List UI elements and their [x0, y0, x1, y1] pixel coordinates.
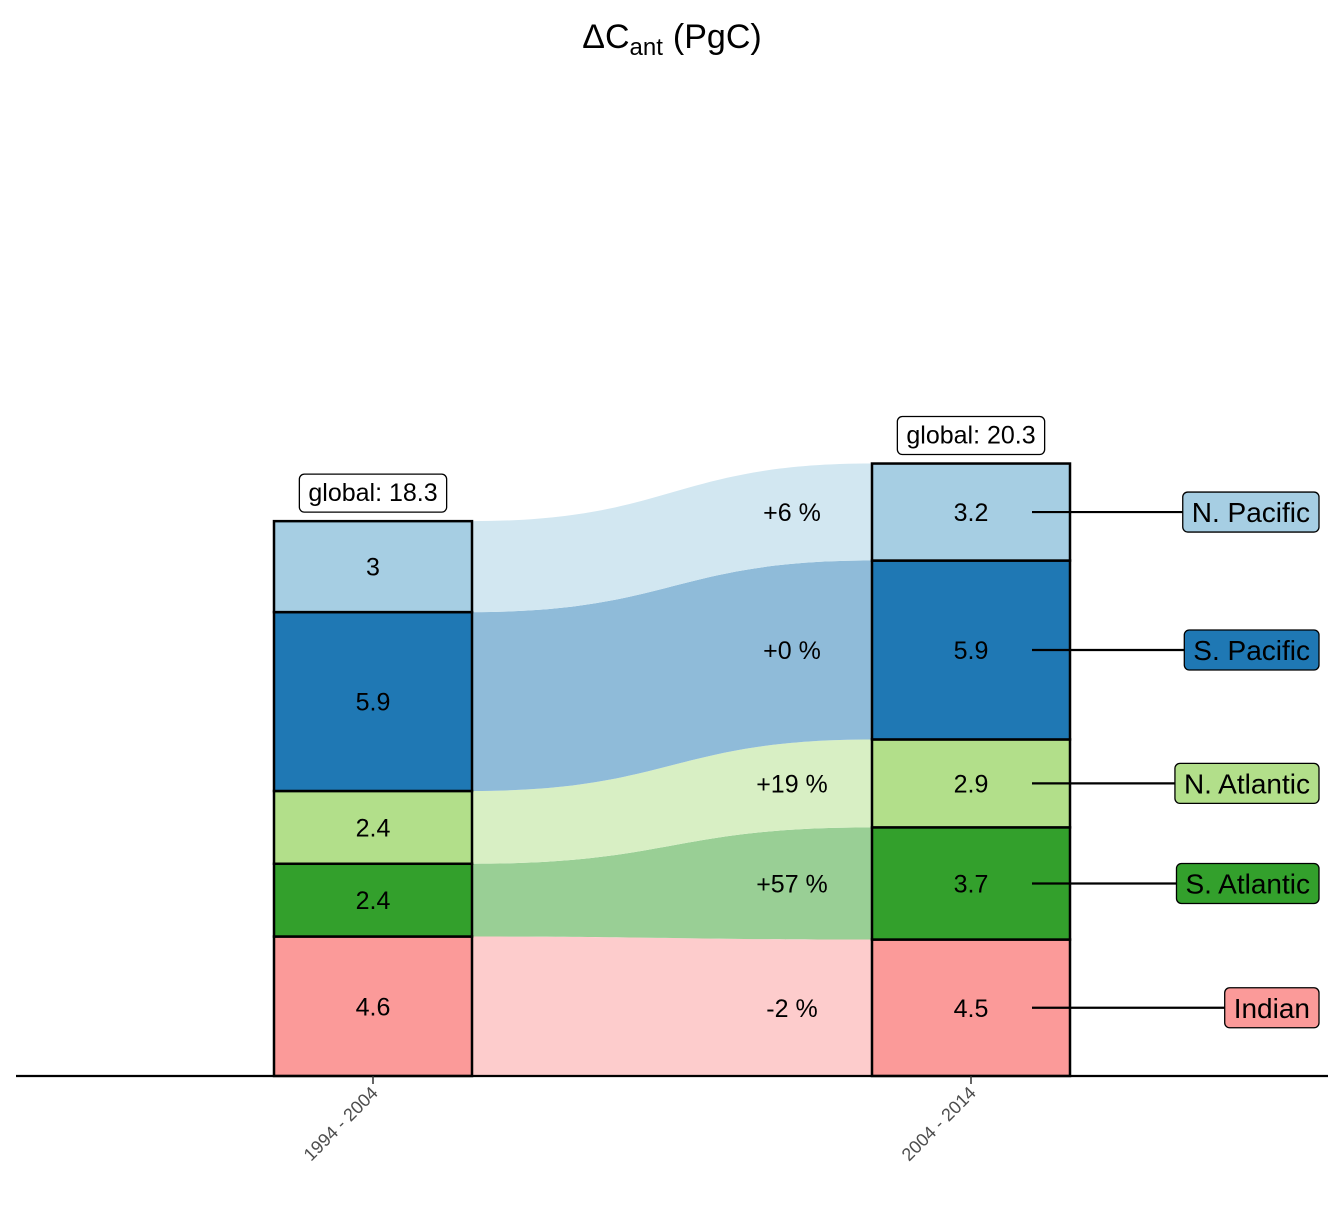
value-label-s-pacific-2: 5.9 — [954, 637, 989, 665]
legend-label-n-atlantic: N. Atlantic — [1184, 768, 1310, 799]
value-label-s-atlantic-2: 3.7 — [954, 870, 989, 898]
bar-indian-1 — [272, 935, 474, 1078]
legend-label-indian: Indian — [1234, 993, 1310, 1024]
total-label-1: global: 18.3 — [298, 473, 448, 513]
chart-title: ΔCant (PgC) — [582, 18, 761, 61]
svg-text:global: 18.3: global: 18.3 — [308, 479, 437, 507]
legend-label-n-pacific: N. Pacific — [1192, 497, 1310, 528]
bar-n-pacific-1 — [272, 519, 474, 614]
bar-s-atlantic-1 — [272, 862, 474, 938]
bar-n-atlantic-1 — [272, 789, 474, 866]
legend-item-n-atlantic: N. Atlantic — [1032, 762, 1320, 805]
value-label-n-atlantic-2: 2.9 — [954, 770, 989, 798]
change-label-s-atlantic: +57 % — [756, 870, 828, 898]
legend-item-indian: Indian — [1032, 987, 1320, 1029]
legend-item-s-pacific: S. Pacific — [1032, 629, 1320, 671]
flow-s-pacific — [472, 560, 872, 791]
legend-label-s-pacific: S. Pacific — [1193, 635, 1310, 666]
label-layer: -2 % +57 % +19 % +0 % +6 % 4.6 2.4 2.4 5.9 3 globa… — [298, 415, 1046, 1023]
svg-text:global: 20.3: global: 20.3 — [906, 422, 1035, 450]
change-label-n-pacific: +6 % — [763, 499, 821, 527]
flow-s-atlantic — [472, 827, 872, 940]
title-subscript: ant — [630, 34, 664, 61]
value-label-s-atlantic-1: 2.4 — [356, 887, 391, 915]
title-unit: (PgC) — [673, 18, 762, 56]
title-main: ΔC — [582, 18, 629, 56]
x-tick-label-2: 2004 - 2014 — [898, 1083, 980, 1165]
legend-item-n-pacific: N. Pacific — [1032, 491, 1320, 533]
value-label-s-pacific-1: 5.9 — [356, 689, 391, 717]
flow-indian — [472, 936, 872, 1076]
bar-layer — [272, 462, 1072, 1078]
legend-label-s-atlantic: S. Atlantic — [1185, 868, 1310, 899]
flow-n-atlantic — [472, 739, 872, 864]
change-label-indian: -2 % — [766, 995, 817, 1023]
value-label-indian-1: 4.6 — [356, 993, 391, 1021]
legend: Indian S. Atlantic N. Atlantic S. Pacific N.… — [1032, 491, 1320, 1029]
flow-layer — [472, 463, 872, 1076]
flow-n-pacific — [472, 463, 872, 613]
x-tick-label-1: 1994 - 2004 — [300, 1083, 382, 1165]
legend-item-s-atlantic: S. Atlantic — [1032, 862, 1320, 905]
total-label-2: global: 20.3 — [896, 415, 1046, 456]
value-label-n-pacific-1: 3 — [366, 554, 380, 582]
change-label-s-pacific: +0 % — [763, 637, 821, 665]
change-label-n-atlantic: +19 % — [756, 770, 828, 798]
value-label-n-atlantic-1: 2.4 — [356, 814, 391, 842]
value-label-n-pacific-2: 3.2 — [954, 499, 989, 527]
value-label-indian-2: 4.5 — [954, 995, 989, 1023]
x-axis: 1994 - 2004 2004 - 2014 — [16, 1074, 1328, 1165]
bar-s-pacific-1 — [272, 610, 474, 793]
